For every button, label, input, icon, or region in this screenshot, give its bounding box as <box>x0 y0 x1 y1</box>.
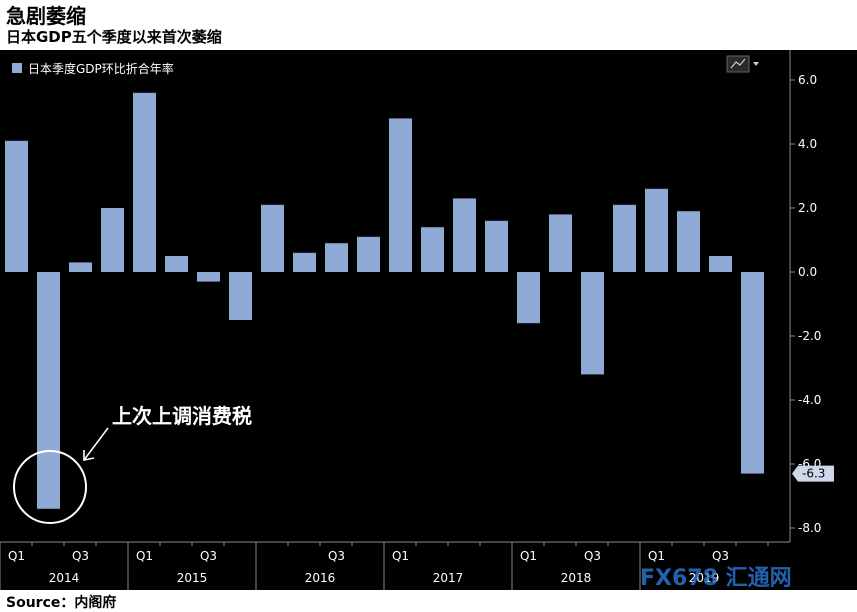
annotation-arrow <box>83 427 109 461</box>
bar-3 <box>101 208 124 272</box>
x-tick-label: Q3 <box>72 549 89 563</box>
bar-21 <box>677 211 700 272</box>
bar-7 <box>229 272 252 320</box>
y-tick-label: -2.0 <box>798 329 821 343</box>
bar-23 <box>741 272 764 474</box>
bar-14 <box>453 198 476 272</box>
x-tick-label: Q3 <box>200 549 217 563</box>
x-tick-label: Q1 <box>648 549 665 563</box>
bar-2 <box>69 262 92 272</box>
x-tick-label: Q3 <box>712 549 729 563</box>
bar-10 <box>325 243 348 272</box>
annotation-arrowhead <box>83 450 95 461</box>
year-label: 2017 <box>433 571 464 585</box>
source-note: Source：内阁府 <box>6 595 117 611</box>
bar-20 <box>645 188 668 272</box>
legend-label: 日本季度GDP环比折合年率 <box>28 61 174 76</box>
bar-12 <box>389 118 412 273</box>
y-tick-label: 0.0 <box>798 265 817 279</box>
x-tick-label: Q1 <box>136 549 153 563</box>
y-tick-label: 4.0 <box>798 137 817 151</box>
chart-panel: 日本季度GDP环比折合年率 6.0 4.0 2.0 0.0 -2.0 -4.0 -6.0 -8… <box>0 50 857 590</box>
year-label: 2014 <box>49 571 80 585</box>
x-tick-label: Q3 <box>328 549 345 563</box>
x-tick-label: Q1 <box>392 549 409 563</box>
annotation: 上次上调消费税 <box>13 404 252 524</box>
year-label: 2019 <box>689 571 720 585</box>
chart-type-icon[interactable] <box>726 55 759 73</box>
bar-11 <box>357 236 380 272</box>
year-label: 2018 <box>561 571 592 585</box>
bar-15 <box>485 220 508 272</box>
bar-19 <box>613 204 636 272</box>
chart-title: 急剧萎缩 <box>6 4 86 28</box>
year-label: 2015 <box>177 571 208 585</box>
bar-6 <box>197 272 220 282</box>
bar-18 <box>581 272 604 375</box>
y-tick-label: 6.0 <box>798 73 817 87</box>
bar-1 <box>37 272 60 509</box>
annotation-text: 上次上调消费税 <box>112 404 252 428</box>
x-tick-label: Q1 <box>520 549 537 563</box>
y-tick-label: 2.0 <box>798 201 817 215</box>
bar-13 <box>421 227 444 272</box>
year-label: 2016 <box>305 571 336 585</box>
x-axis: Q1 Q3 Q1 Q3 Q3 Q1 Q1 Q3 Q1 Q3 2014 2015 2016 2017 2018… <box>0 542 769 590</box>
legend-swatch <box>12 63 22 73</box>
annotation-circle <box>13 450 87 524</box>
bar-16 <box>517 272 540 324</box>
bar-22 <box>709 256 732 272</box>
y-tick-label: -8.0 <box>798 521 821 535</box>
bar-17 <box>549 214 572 272</box>
bar-0 <box>5 140 28 272</box>
y-tick-label: -4.0 <box>798 393 821 407</box>
bar-8 <box>261 204 284 272</box>
x-tick-label: Q3 <box>584 549 601 563</box>
watermark-logo: FX678 汇通网 <box>640 566 792 591</box>
bar-5 <box>165 256 188 272</box>
bar-chart: 日本季度GDP环比折合年率 6.04.02.00.0-2.0-4.0-6.0-8… <box>0 50 834 590</box>
bar-4 <box>133 92 156 272</box>
bars <box>5 92 764 509</box>
bar-9 <box>293 252 316 272</box>
last-value-label: -6.3 <box>802 467 825 481</box>
last-value-badge: -6.3 <box>792 465 834 482</box>
chart-subtitle: 日本GDP五个季度以来首次萎缩 <box>6 28 222 46</box>
x-tick-label: Q1 <box>8 549 25 563</box>
